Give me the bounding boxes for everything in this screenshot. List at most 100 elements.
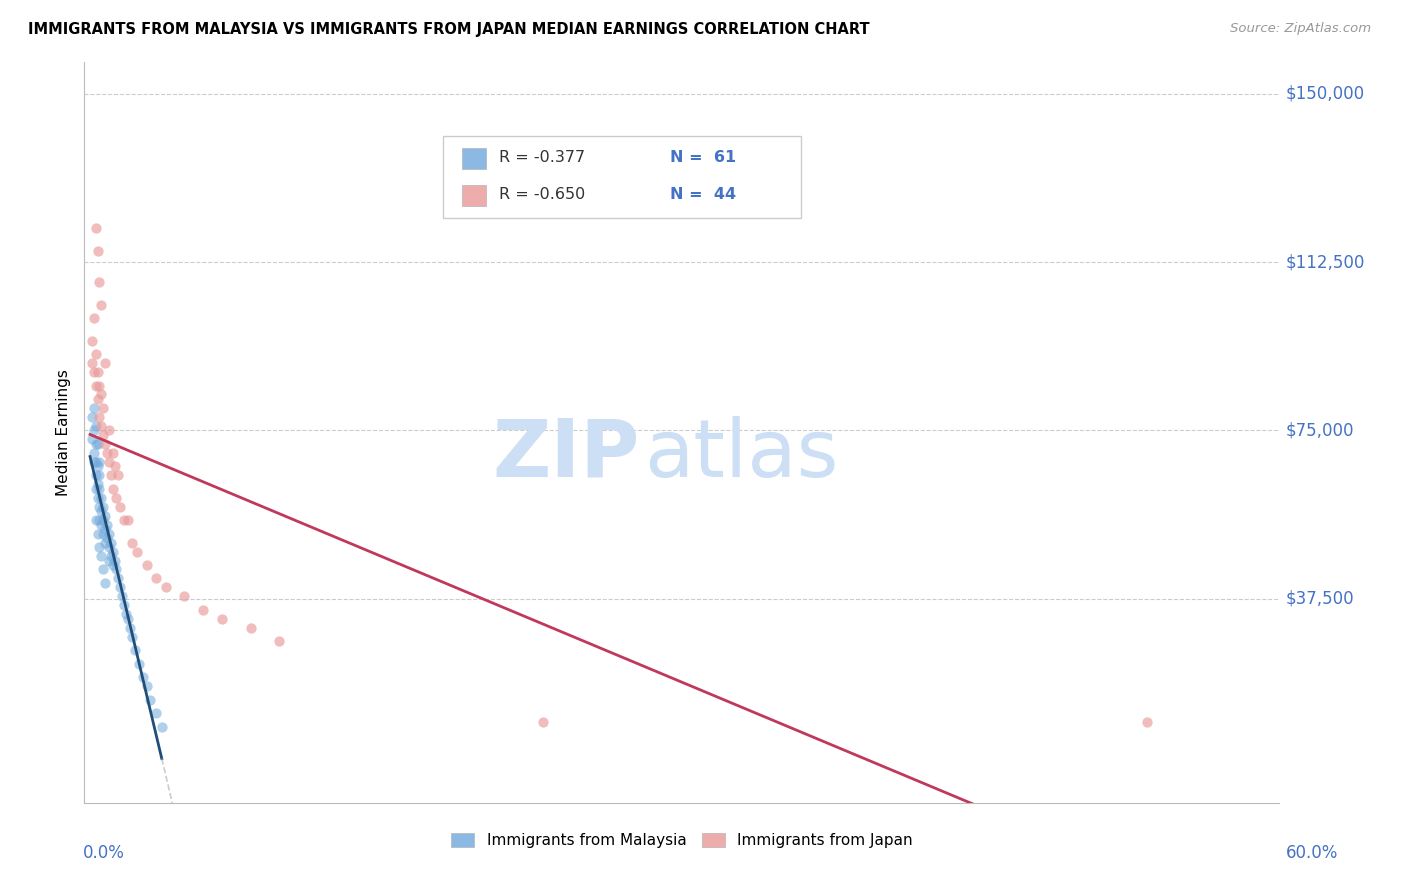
Point bbox=[90, 504, 112, 518]
Point bbox=[101, 544, 124, 558]
Point bbox=[94, 535, 117, 549]
Point bbox=[86, 491, 108, 505]
Text: IMMIGRANTS FROM MALAYSIA VS IMMIGRANTS FROM JAPAN MEDIAN EARNINGS CORRELATION CH: IMMIGRANTS FROM MALAYSIA VS IMMIGRANTS F… bbox=[28, 22, 870, 37]
Point bbox=[267, 634, 290, 648]
Point bbox=[239, 621, 262, 635]
Point bbox=[127, 544, 149, 558]
Point bbox=[96, 446, 118, 460]
Point bbox=[89, 540, 111, 554]
Point bbox=[94, 508, 117, 523]
Point bbox=[107, 468, 129, 483]
Point bbox=[91, 428, 114, 442]
Point bbox=[84, 455, 107, 469]
Point bbox=[94, 522, 117, 536]
Legend: Immigrants from Malaysia, Immigrants from Japan: Immigrants from Malaysia, Immigrants fro… bbox=[446, 827, 918, 855]
Point bbox=[135, 679, 157, 693]
Point bbox=[83, 455, 105, 469]
Point bbox=[90, 491, 112, 505]
Point bbox=[112, 513, 135, 527]
Point bbox=[89, 409, 111, 424]
Point bbox=[80, 409, 103, 424]
Point bbox=[105, 562, 128, 576]
FancyBboxPatch shape bbox=[463, 147, 486, 169]
Point bbox=[110, 581, 132, 595]
Point bbox=[121, 630, 143, 644]
Point bbox=[150, 719, 173, 733]
Point bbox=[103, 459, 125, 474]
Point bbox=[80, 433, 103, 447]
Text: R = -0.377: R = -0.377 bbox=[499, 151, 585, 165]
Point bbox=[101, 446, 124, 460]
Point bbox=[84, 378, 107, 392]
Point bbox=[84, 513, 107, 527]
Point bbox=[86, 365, 108, 379]
Point bbox=[90, 549, 112, 563]
Point bbox=[90, 517, 112, 532]
Point bbox=[135, 558, 157, 572]
Point bbox=[101, 558, 124, 572]
Point bbox=[97, 553, 120, 567]
Point bbox=[211, 612, 233, 626]
Point bbox=[89, 455, 111, 469]
Point bbox=[89, 500, 111, 514]
Y-axis label: Median Earnings: Median Earnings bbox=[56, 369, 72, 496]
Point bbox=[90, 418, 112, 433]
Point bbox=[193, 603, 215, 617]
Point bbox=[84, 347, 107, 361]
Point bbox=[145, 706, 167, 720]
Text: N =  44: N = 44 bbox=[671, 187, 737, 202]
FancyBboxPatch shape bbox=[443, 136, 801, 218]
Point bbox=[124, 643, 146, 657]
Point bbox=[117, 513, 139, 527]
Point bbox=[105, 491, 128, 505]
Point bbox=[91, 500, 114, 514]
Point bbox=[89, 482, 111, 496]
Point bbox=[155, 581, 177, 595]
Text: R = -0.650: R = -0.650 bbox=[499, 187, 585, 202]
Text: Source: ZipAtlas.com: Source: ZipAtlas.com bbox=[1230, 22, 1371, 36]
Point bbox=[91, 401, 114, 415]
Point bbox=[96, 517, 118, 532]
Point bbox=[97, 526, 120, 541]
Point bbox=[117, 612, 139, 626]
Point bbox=[97, 455, 120, 469]
Point bbox=[86, 526, 108, 541]
Text: 60.0%: 60.0% bbox=[1285, 844, 1339, 862]
Point bbox=[89, 468, 111, 483]
Text: ZIP: ZIP bbox=[494, 416, 640, 494]
Point bbox=[86, 392, 108, 406]
Point bbox=[86, 459, 108, 474]
Point bbox=[94, 356, 117, 370]
Point bbox=[103, 553, 125, 567]
Point bbox=[80, 334, 103, 348]
Point bbox=[86, 244, 108, 258]
Point bbox=[91, 562, 114, 576]
Point bbox=[83, 401, 105, 415]
Point bbox=[86, 437, 108, 451]
Point bbox=[96, 531, 118, 545]
Point bbox=[121, 535, 143, 549]
Point bbox=[531, 714, 554, 729]
Point bbox=[90, 387, 112, 401]
Point bbox=[84, 468, 107, 483]
Point bbox=[97, 423, 120, 437]
Point bbox=[173, 590, 195, 604]
Point bbox=[145, 571, 167, 585]
Point bbox=[83, 311, 105, 326]
Point bbox=[80, 356, 103, 370]
Point bbox=[132, 670, 155, 684]
Point bbox=[83, 446, 105, 460]
Point bbox=[84, 482, 107, 496]
Point bbox=[107, 571, 129, 585]
Point bbox=[94, 437, 117, 451]
Point bbox=[83, 423, 105, 437]
Point bbox=[139, 692, 162, 706]
Point bbox=[89, 378, 111, 392]
Text: atlas: atlas bbox=[644, 416, 838, 494]
Point bbox=[111, 590, 134, 604]
Point bbox=[91, 526, 114, 541]
Point bbox=[115, 607, 138, 622]
Point bbox=[84, 437, 107, 451]
Point bbox=[90, 298, 112, 312]
Point bbox=[91, 513, 114, 527]
